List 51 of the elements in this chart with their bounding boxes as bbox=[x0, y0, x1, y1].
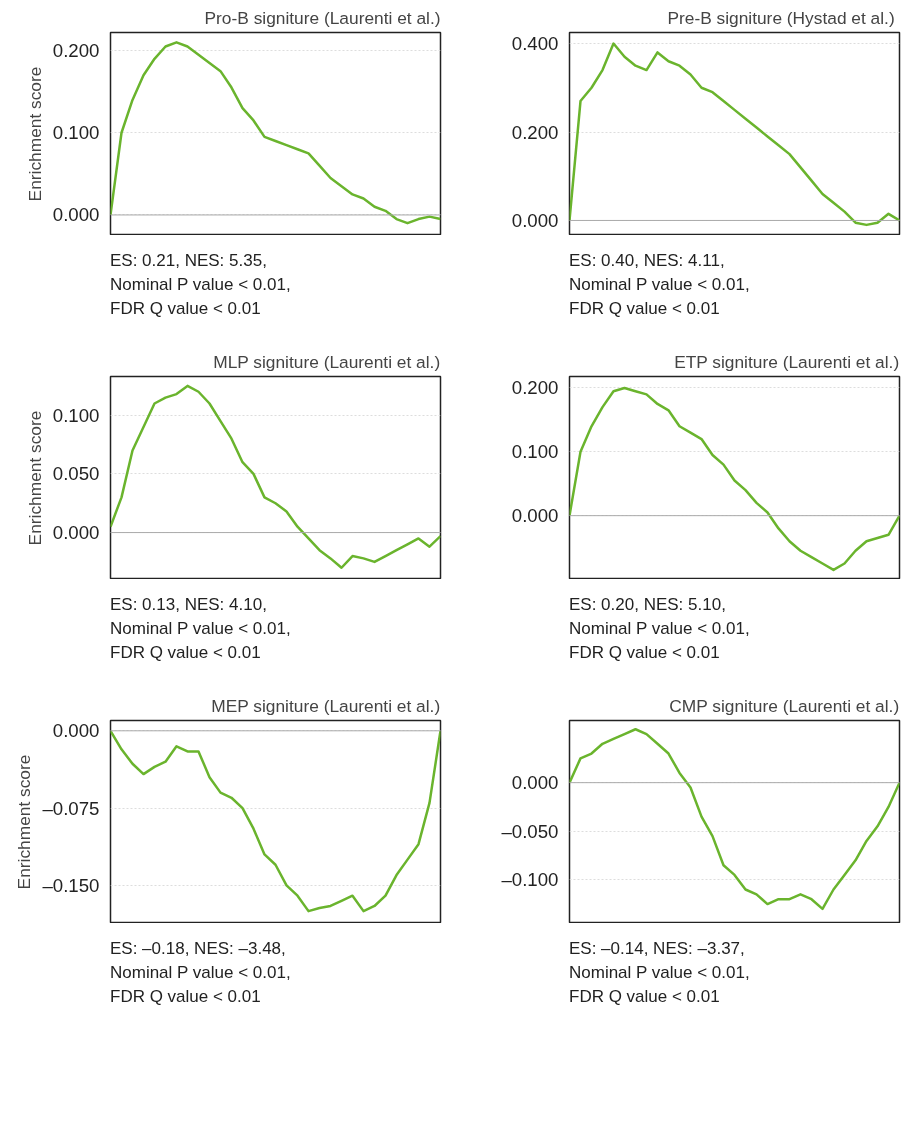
chart-title: MLP signiture (Laurenti et al.) bbox=[213, 351, 441, 372]
y-axis-title: Enrichment score bbox=[14, 754, 35, 890]
y-tick-label: –0.050 bbox=[501, 820, 559, 842]
y-tick-label: –0.100 bbox=[501, 869, 559, 891]
text: ES: –0.18, NES: –3.48, bbox=[110, 939, 286, 958]
y-tick-label: –0.075 bbox=[42, 797, 100, 819]
chart-title: MEP signiture (Laurenti et al.) bbox=[211, 695, 441, 716]
text: ES: 0.20, NES: 5.10, bbox=[569, 595, 726, 614]
y-tick-label: 0.100 bbox=[52, 122, 100, 144]
y-tick-label: 0.000 bbox=[52, 720, 100, 742]
y-tick-label: 0.050 bbox=[52, 463, 100, 485]
y-tick-label: 0.200 bbox=[511, 121, 559, 143]
line-series bbox=[569, 386, 900, 572]
chart-title: Pro-B signiture (Laurenti et al.) bbox=[204, 7, 441, 28]
y-tick-label: 0.000 bbox=[511, 505, 559, 527]
y-axis-title: Enrichment score bbox=[24, 66, 45, 202]
text: FDR Q value < 0.01 bbox=[569, 987, 720, 1006]
text: Nominal P value < 0.01, bbox=[569, 619, 750, 638]
text: ES: –0.14, NES: –3.37, bbox=[569, 939, 745, 958]
text: FDR Q value < 0.01 bbox=[569, 299, 720, 318]
y-tick-label: 0.100 bbox=[52, 404, 100, 426]
text: FDR Q value < 0.01 bbox=[110, 643, 261, 662]
line-series bbox=[569, 727, 900, 911]
line-series bbox=[110, 384, 441, 570]
text: Nominal P value < 0.01, bbox=[569, 963, 750, 982]
text: FDR Q value < 0.01 bbox=[110, 987, 261, 1006]
y-tick-label: 0.400 bbox=[511, 33, 559, 55]
text: Nominal P value < 0.01, bbox=[110, 963, 291, 982]
chart-title: Pre-B signiture (Hystad et al.) bbox=[667, 7, 895, 28]
chart-title: CMP signiture (Laurenti et al.) bbox=[669, 695, 900, 716]
y-tick-label: 0.000 bbox=[511, 772, 559, 794]
y-tick-label: 0.200 bbox=[511, 377, 559, 399]
text: ES: 0.21, NES: 5.35, bbox=[110, 251, 267, 270]
text: FDR Q value < 0.01 bbox=[110, 299, 261, 318]
line-series bbox=[569, 42, 900, 227]
text: Nominal P value < 0.01, bbox=[110, 619, 291, 638]
y-tick-label: –0.150 bbox=[42, 874, 100, 896]
text: ES: 0.13, NES: 4.10, bbox=[110, 595, 267, 614]
y-tick-label: 0.200 bbox=[52, 40, 100, 62]
line-series bbox=[110, 729, 441, 913]
y-axis-title: Enrichment score bbox=[24, 410, 45, 546]
y-tick-label: 0.000 bbox=[52, 522, 100, 544]
text: FDR Q value < 0.01 bbox=[569, 643, 720, 662]
text: ES: 0.40, NES: 4.11, bbox=[569, 251, 725, 270]
text: Nominal P value < 0.01, bbox=[569, 275, 750, 294]
chart-title: ETP signiture (Laurenti et al.) bbox=[674, 351, 900, 372]
y-tick-label: 0.100 bbox=[511, 441, 559, 463]
y-tick-label: 0.000 bbox=[52, 204, 100, 226]
line-series bbox=[110, 41, 441, 225]
text: Nominal P value < 0.01, bbox=[110, 275, 291, 294]
y-tick-label: 0.000 bbox=[511, 209, 559, 231]
